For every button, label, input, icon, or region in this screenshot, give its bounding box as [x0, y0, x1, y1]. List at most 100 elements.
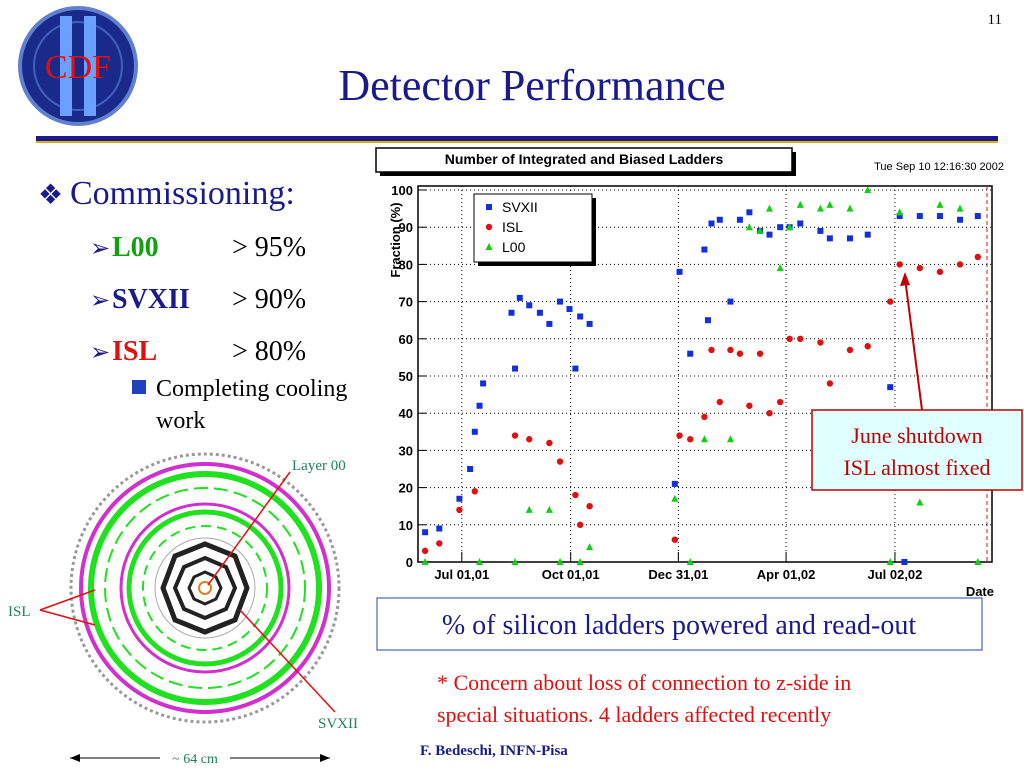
point — [576, 521, 584, 528]
point — [766, 410, 773, 417]
sub-item: Completing cooling — [156, 376, 347, 402]
y-tick-label: 40 — [399, 406, 413, 421]
note: * Concern about loss of connection to z-… — [437, 670, 851, 695]
point — [456, 506, 463, 514]
point — [936, 213, 943, 220]
point — [671, 480, 678, 487]
legend-marker — [485, 223, 493, 231]
item-name: ISL — [112, 336, 157, 367]
point — [777, 224, 784, 231]
point — [817, 339, 824, 346]
bullet-icon: ❖ — [38, 180, 63, 211]
point — [676, 432, 683, 439]
x-tick-label: Oct 01,01 — [542, 567, 600, 582]
point — [671, 494, 679, 502]
point — [727, 298, 734, 305]
legend-marker — [486, 204, 492, 210]
point — [701, 413, 708, 421]
point — [556, 558, 564, 565]
item-name: L00 — [112, 232, 159, 263]
point — [786, 223, 794, 231]
point — [511, 558, 519, 565]
point — [476, 402, 483, 409]
diagram-label: Layer 00 — [292, 458, 346, 474]
point — [526, 302, 533, 309]
point — [516, 294, 523, 301]
point — [456, 495, 463, 502]
bullet: Commissioning: — [70, 175, 295, 212]
point — [916, 213, 923, 220]
y-tick-label: 20 — [399, 481, 413, 496]
diagram-label: SVXII — [318, 716, 358, 732]
detector-diagram — [39, 452, 341, 762]
chart-title: Number of Integrated and Biased Ladders — [445, 151, 724, 167]
diagram-label: ISL — [8, 604, 31, 620]
point — [687, 436, 694, 443]
y-tick-label: 10 — [399, 518, 413, 533]
point — [846, 235, 853, 242]
legend-label: SVXII — [502, 199, 538, 215]
logo: CDF — [18, 6, 138, 126]
y-tick-label: 70 — [399, 295, 413, 310]
point — [471, 428, 478, 435]
point — [846, 204, 854, 212]
point — [901, 559, 908, 565]
y-axis-label: Fraction (%) — [388, 202, 403, 277]
diagram-scale: ~ 64 cm — [172, 752, 218, 767]
point — [817, 227, 824, 234]
point — [974, 213, 981, 220]
point — [700, 435, 708, 443]
point — [511, 432, 519, 439]
point — [736, 350, 744, 357]
point — [896, 261, 903, 268]
point — [557, 298, 564, 305]
title-rule-accent — [36, 141, 998, 143]
point — [797, 220, 804, 227]
point — [708, 220, 715, 227]
x-tick-label: Dec 31,01 — [648, 567, 708, 582]
point — [436, 540, 443, 547]
point — [536, 309, 543, 316]
y-tick-label: 90 — [399, 220, 413, 235]
x-tick-label: Apr 01,02 — [757, 567, 816, 582]
item-icon: ➢ — [90, 340, 110, 366]
x-tick-label: Jul 01,01 — [434, 567, 489, 582]
callout-text: ISL almost fixed — [843, 455, 990, 480]
point — [701, 246, 708, 253]
point — [936, 200, 944, 208]
point — [956, 261, 964, 268]
item-icon: ➢ — [90, 236, 110, 262]
item-value: > 90% — [232, 284, 306, 315]
point — [896, 213, 903, 220]
item-value: > 80% — [232, 336, 306, 367]
point — [436, 525, 443, 532]
point — [936, 268, 944, 276]
title-rule — [36, 136, 998, 141]
sub-bullet-icon — [132, 380, 146, 394]
point — [525, 505, 533, 513]
point — [421, 558, 429, 565]
sub-item: work — [156, 408, 205, 434]
point — [476, 558, 484, 565]
point — [864, 343, 871, 350]
point — [796, 200, 804, 208]
legend-label: ISL — [502, 219, 523, 235]
point — [577, 313, 584, 320]
point — [676, 268, 683, 275]
point — [421, 547, 429, 555]
point — [766, 204, 774, 212]
page-number: 11 — [988, 12, 1002, 28]
point — [687, 350, 694, 357]
y-tick-label: 30 — [399, 443, 413, 458]
point — [864, 231, 871, 238]
point — [864, 186, 872, 193]
item-name: SVXII — [112, 284, 190, 315]
point — [745, 223, 753, 231]
point — [846, 346, 854, 354]
point — [704, 317, 711, 324]
point — [526, 436, 533, 443]
point — [957, 216, 964, 223]
logo-text: CDF — [45, 49, 111, 86]
point — [576, 558, 584, 565]
